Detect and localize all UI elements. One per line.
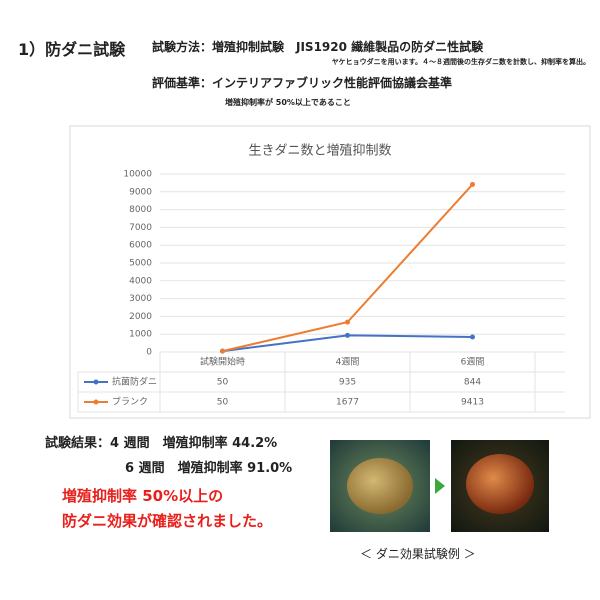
legend-label: ブランク	[112, 396, 148, 408]
conclusion: 増殖抑制率 50%以上の	[62, 487, 224, 505]
y-tick-label: 7000	[129, 223, 152, 233]
y-tick-label: 9000	[129, 187, 152, 197]
legend-swatch	[93, 379, 99, 385]
point	[220, 348, 225, 354]
table-value: 1677	[336, 398, 359, 408]
criteria-note: 増殖抑制率が 50%以上であること	[225, 98, 351, 107]
chart: 生きダニ数と増殖抑制数 0 1000 2000 3000 4000 5000 6000 700…	[69, 125, 591, 419]
chart-title: 生きダニ数と増殖抑制数	[248, 143, 391, 159]
result-line: 6 週間 増殖抑制率 91.0%	[125, 461, 293, 476]
arrow	[435, 478, 445, 494]
y-tick-label: 2000	[129, 312, 152, 322]
table-value: 844	[464, 378, 481, 388]
conclusion: 防ダニ効果が確認されました。	[62, 512, 273, 530]
legend-label: 抗菌防ダニ	[112, 376, 157, 388]
point	[345, 332, 350, 338]
x-tick-label: 試験開始時	[200, 356, 245, 368]
y-tick-label: 5000	[129, 259, 152, 269]
point	[470, 334, 475, 340]
table-value: 935	[339, 378, 356, 388]
x-tick-label: 4週間	[336, 357, 360, 368]
point	[345, 319, 350, 325]
heading: 1）防ダニ試験	[18, 40, 126, 59]
y-tick-label: 4000	[129, 276, 152, 286]
method: 試験方法：増殖抑制試験 JIS1920 繊維製品の防ダニ性試験	[152, 40, 484, 54]
mite	[347, 458, 413, 514]
criteria: 評価基準：インテリアファブリック性能評価協議会基準	[152, 76, 453, 90]
photo-caption: ＜ ダニ効果試験例 ＞	[360, 547, 476, 561]
point	[470, 181, 475, 187]
y-tick-label: 8000	[129, 205, 152, 215]
chart-frame	[69, 125, 591, 419]
table-value: 50	[217, 378, 229, 388]
method-note: ヤケヒョウダニを用います。４～８週間後の生存ダニ数を計数し、抑制率を算出。	[331, 58, 590, 66]
y-tick-label: 10000	[123, 170, 152, 180]
table-value: 50	[217, 398, 229, 408]
y-tick-label: 3000	[129, 294, 152, 304]
x-tick-label: 6週間	[461, 357, 485, 368]
y-tick-label: 6000	[129, 241, 152, 251]
mite	[466, 454, 534, 514]
photos	[330, 440, 549, 532]
legend-swatch	[93, 399, 99, 405]
result-line: 試験結果：4 週間 増殖抑制率 44.2%	[45, 436, 278, 451]
y-tick-label: 1000	[129, 330, 152, 340]
y-tick-label: 0	[146, 348, 152, 358]
table-value: 9413	[461, 398, 484, 408]
